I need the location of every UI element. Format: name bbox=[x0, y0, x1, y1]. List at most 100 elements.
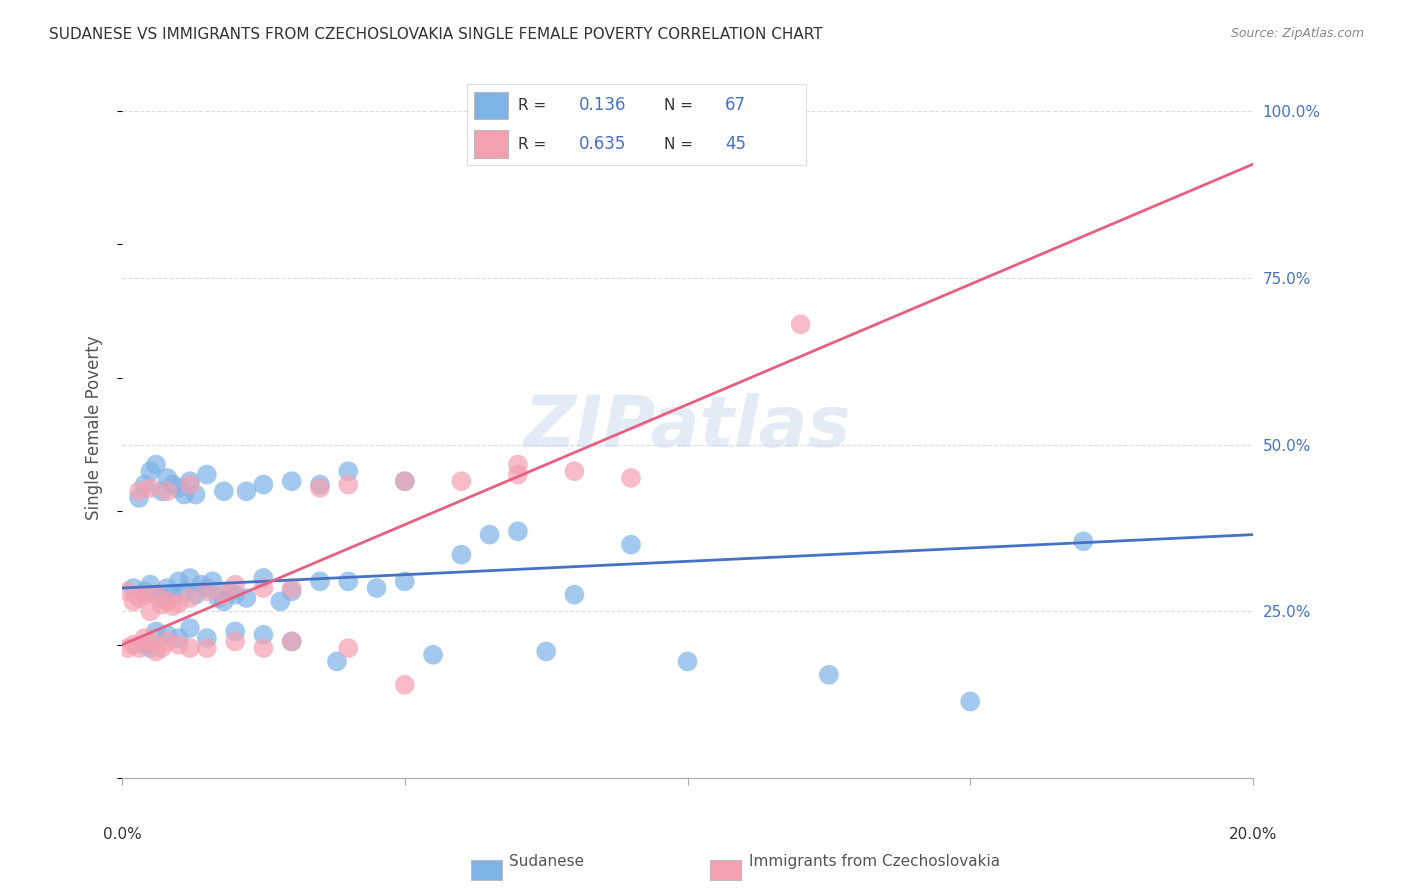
Point bbox=[337, 477, 360, 491]
Point bbox=[167, 631, 190, 645]
Point bbox=[1073, 534, 1095, 549]
Point bbox=[280, 634, 302, 648]
Point bbox=[450, 475, 472, 489]
Point bbox=[789, 318, 811, 332]
Point bbox=[506, 467, 529, 482]
Point bbox=[139, 464, 162, 478]
Point bbox=[394, 678, 416, 692]
Point bbox=[134, 631, 156, 645]
Point bbox=[818, 667, 841, 681]
Point bbox=[128, 491, 150, 505]
Y-axis label: Single Female Poverty: Single Female Poverty bbox=[86, 335, 103, 520]
Text: Immigrants from Czechoslovakia: Immigrants from Czechoslovakia bbox=[749, 854, 1001, 869]
Point bbox=[150, 484, 173, 499]
Point bbox=[179, 571, 201, 585]
Point bbox=[959, 694, 981, 708]
Point bbox=[162, 588, 184, 602]
Point bbox=[167, 481, 190, 495]
Point bbox=[224, 588, 246, 602]
Point bbox=[145, 458, 167, 472]
Point bbox=[134, 638, 156, 652]
Point bbox=[156, 484, 179, 499]
Point bbox=[139, 481, 162, 495]
Point bbox=[252, 571, 274, 585]
Point bbox=[145, 588, 167, 602]
Point bbox=[224, 577, 246, 591]
Point bbox=[190, 577, 212, 591]
Point bbox=[162, 599, 184, 613]
Point bbox=[394, 475, 416, 489]
Point bbox=[620, 471, 643, 485]
Point bbox=[167, 574, 190, 589]
Point bbox=[252, 628, 274, 642]
Point bbox=[280, 581, 302, 595]
Point bbox=[212, 594, 235, 608]
Point bbox=[366, 581, 388, 595]
Point bbox=[128, 641, 150, 656]
Point bbox=[145, 644, 167, 658]
Point bbox=[150, 591, 173, 605]
Point bbox=[564, 588, 586, 602]
Point bbox=[195, 631, 218, 645]
Text: ZIPatlas: ZIPatlas bbox=[524, 393, 851, 462]
Point bbox=[128, 484, 150, 499]
Point bbox=[122, 581, 145, 595]
Point bbox=[337, 641, 360, 656]
Point bbox=[179, 475, 201, 489]
Point bbox=[173, 487, 195, 501]
Point bbox=[394, 475, 416, 489]
Point bbox=[252, 581, 274, 595]
Point bbox=[184, 588, 207, 602]
Point bbox=[309, 477, 332, 491]
Point bbox=[195, 581, 218, 595]
Point bbox=[195, 467, 218, 482]
Point bbox=[156, 581, 179, 595]
Text: 0.0%: 0.0% bbox=[103, 827, 142, 842]
Point bbox=[337, 464, 360, 478]
Point bbox=[337, 574, 360, 589]
Point bbox=[139, 641, 162, 656]
Point bbox=[201, 574, 224, 589]
Point bbox=[394, 574, 416, 589]
Point bbox=[224, 624, 246, 639]
Point bbox=[134, 584, 156, 599]
Point bbox=[162, 477, 184, 491]
Text: SUDANESE VS IMMIGRANTS FROM CZECHOSLOVAKIA SINGLE FEMALE POVERTY CORRELATION CHA: SUDANESE VS IMMIGRANTS FROM CZECHOSLOVAK… bbox=[49, 27, 823, 42]
Point bbox=[145, 624, 167, 639]
Point bbox=[179, 641, 201, 656]
Point bbox=[207, 591, 229, 605]
Point bbox=[212, 588, 235, 602]
Text: Source: ZipAtlas.com: Source: ZipAtlas.com bbox=[1230, 27, 1364, 40]
Point bbox=[134, 588, 156, 602]
Point bbox=[212, 484, 235, 499]
Point bbox=[224, 634, 246, 648]
Point bbox=[450, 548, 472, 562]
Point bbox=[252, 641, 274, 656]
Point bbox=[156, 471, 179, 485]
Point bbox=[150, 598, 173, 612]
Point bbox=[167, 638, 190, 652]
Point bbox=[173, 584, 195, 599]
Point bbox=[280, 634, 302, 648]
Point bbox=[478, 527, 501, 541]
Point bbox=[156, 594, 179, 608]
Point bbox=[280, 475, 302, 489]
Point bbox=[179, 591, 201, 605]
Point bbox=[167, 596, 190, 610]
Point bbox=[139, 577, 162, 591]
Point bbox=[309, 574, 332, 589]
Point bbox=[117, 641, 139, 656]
Point bbox=[235, 591, 257, 605]
Point bbox=[179, 621, 201, 635]
Point bbox=[422, 648, 444, 662]
Point bbox=[156, 628, 179, 642]
Point bbox=[179, 477, 201, 491]
Point bbox=[139, 604, 162, 618]
Point bbox=[195, 584, 218, 599]
Point bbox=[326, 655, 349, 669]
Point bbox=[128, 591, 150, 605]
Point bbox=[235, 484, 257, 499]
Point bbox=[184, 487, 207, 501]
Point bbox=[506, 458, 529, 472]
Point bbox=[506, 524, 529, 539]
